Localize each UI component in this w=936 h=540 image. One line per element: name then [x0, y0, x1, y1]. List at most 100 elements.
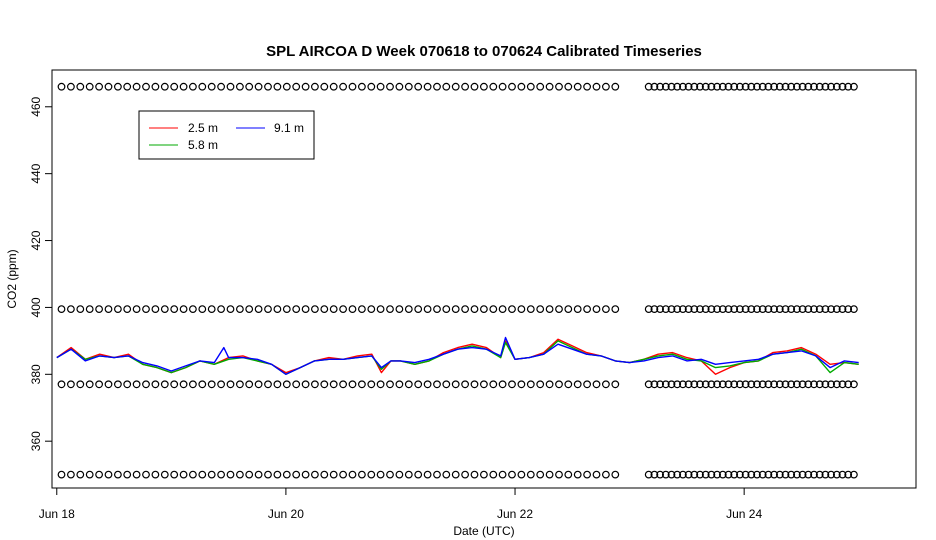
calibration-point [736, 82, 744, 91]
calibration-point [656, 305, 664, 314]
calibration-point [292, 82, 301, 91]
calibration-point [245, 380, 254, 389]
calibration-point [770, 470, 778, 479]
calibration-point [747, 470, 756, 479]
calibration-point [113, 380, 122, 389]
calibration-point [198, 82, 207, 91]
calibration-point [442, 82, 451, 91]
calibration-point [696, 380, 704, 389]
calibration-point [57, 82, 66, 91]
calibration-point [160, 305, 169, 314]
calibration-point [517, 305, 526, 314]
calibration-point [198, 380, 207, 389]
calibration-point [461, 82, 470, 91]
calibration-point [753, 380, 761, 389]
calibration-point [656, 82, 664, 91]
calibration-point [573, 305, 582, 314]
calibration-point [718, 470, 727, 479]
calibration-point [404, 305, 413, 314]
legend-label-9-1m: 9.1 m [274, 121, 304, 135]
calibration-point [235, 380, 244, 389]
calibration-point [132, 305, 141, 314]
calibration-point [254, 82, 263, 91]
calibration-point [235, 470, 244, 479]
calibration-point [207, 380, 216, 389]
calibration-point [386, 470, 394, 479]
calibration-point [245, 82, 254, 91]
calibration-point [508, 305, 516, 314]
calibration-point [536, 82, 545, 91]
calibration-point [781, 82, 790, 91]
calibration-point [358, 470, 366, 479]
calibration-point [85, 470, 94, 479]
calibration-point [76, 82, 85, 91]
calibration-point [611, 82, 620, 91]
calibration-point [850, 305, 858, 314]
calibration-point [684, 470, 693, 479]
calibration-point [423, 82, 432, 91]
calibration-point [611, 380, 620, 389]
calibration-point [498, 380, 507, 389]
calibration-point [690, 305, 699, 314]
calibration-point [132, 470, 141, 479]
calibration-point [142, 380, 150, 389]
calibration-point [545, 380, 554, 389]
x-axis: Jun 18 Jun 20 Jun 22 Jun 24 [39, 488, 762, 521]
calibration-point [832, 470, 841, 479]
calibration-point [798, 380, 807, 389]
calibration-point [66, 470, 75, 479]
calibration-point [170, 380, 179, 389]
calibration-point [815, 305, 824, 314]
calibration-point [804, 305, 813, 314]
calibration-point [736, 305, 744, 314]
calibration-point [85, 380, 94, 389]
calibration-point [781, 380, 790, 389]
calibration-point [282, 470, 291, 479]
calibration-point [414, 82, 423, 91]
calibration-point [508, 470, 516, 479]
calibration-point [207, 470, 216, 479]
calibration-point [404, 380, 413, 389]
calibration-point [329, 305, 338, 314]
calibration-point [793, 380, 801, 389]
y-tick-label: 420 [29, 230, 43, 250]
calibration-point [113, 470, 122, 479]
calibration-point [226, 380, 235, 389]
calibration-point [644, 82, 653, 91]
calibration-point [414, 470, 423, 479]
calibration-point [85, 82, 94, 91]
calibration-point [113, 82, 122, 91]
calibration-point [781, 305, 790, 314]
calibration-point [701, 380, 710, 389]
calibration-point [798, 82, 807, 91]
calibration-point [724, 470, 733, 479]
calibration-point [470, 470, 479, 479]
calibration-point [781, 470, 790, 479]
legend-label-5-8m: 5.8 m [188, 138, 218, 152]
calibration-point [123, 305, 132, 314]
calibration-point [718, 380, 727, 389]
calibration-point [151, 470, 160, 479]
calibration-point [264, 470, 272, 479]
calibration-point [602, 380, 610, 389]
calibration-point [753, 305, 761, 314]
calibration-point [142, 305, 150, 314]
calibration-point [395, 82, 404, 91]
calibration-point [423, 305, 432, 314]
calibration-point [320, 470, 329, 479]
calibration-point [747, 82, 756, 91]
calibration-point [217, 305, 226, 314]
calibration-point [386, 380, 394, 389]
calibration-point [810, 305, 818, 314]
calibration-point [815, 470, 824, 479]
calibration-point [821, 305, 830, 314]
calibration-point [592, 305, 601, 314]
calibration-point [311, 470, 319, 479]
calibration-point [95, 82, 103, 91]
calibration-point [850, 82, 858, 91]
calibration-point [573, 82, 582, 91]
calibration-point [555, 470, 563, 479]
calibration-point [292, 470, 301, 479]
calibration-point [564, 82, 573, 91]
